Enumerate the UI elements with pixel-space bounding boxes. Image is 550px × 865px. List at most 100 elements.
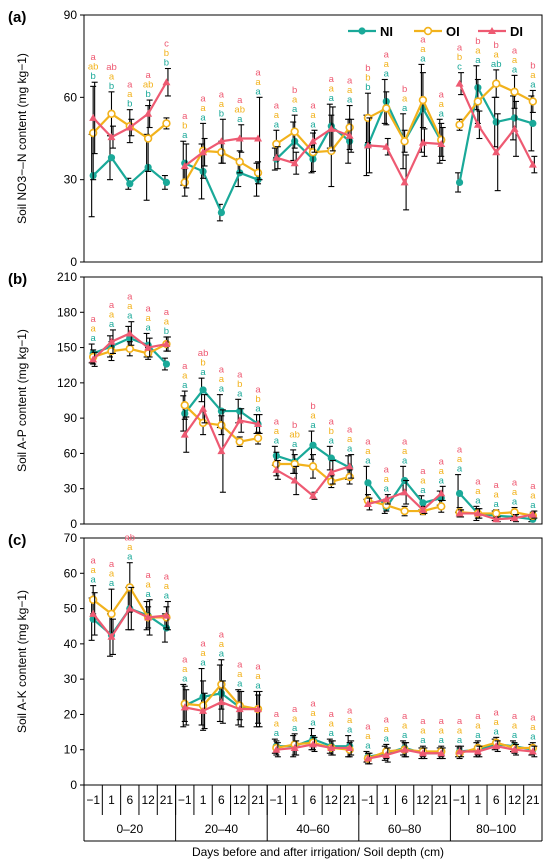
significance-letters: aaa <box>530 481 536 511</box>
legend-label-oi: OI <box>446 24 460 39</box>
sig-letter-oi: a <box>310 708 316 719</box>
sig-letter-di: b <box>530 60 535 71</box>
sig-letter-ni: a <box>274 119 280 130</box>
data-point-oi <box>382 500 391 510</box>
sig-letter-oi: a <box>310 110 316 121</box>
significance-letters: aaa <box>365 721 371 751</box>
sig-letter-oi: b <box>182 121 187 132</box>
sig-letter-ni: ab <box>491 59 502 70</box>
data-point-oi <box>88 595 98 604</box>
data-point-ni <box>162 178 171 187</box>
data-point-di <box>363 754 372 762</box>
data-point-ni <box>217 407 225 415</box>
sig-letter-ni: a <box>494 499 500 510</box>
sig-letter-di: a <box>182 361 188 372</box>
sig-letter-ni: a <box>494 726 500 737</box>
y-tick-label: 120 <box>57 376 77 390</box>
sig-letter-oi: a <box>329 84 335 95</box>
sig-letter-oi: a <box>145 313 151 324</box>
sig-letter-oi: a <box>439 466 445 477</box>
significance-letters: aba <box>182 111 188 141</box>
sig-letter-oi: a <box>219 374 225 385</box>
sig-letter-oi: a <box>347 715 353 726</box>
significance-letters: aaa <box>91 314 97 344</box>
sig-letter-oi: a <box>384 724 390 735</box>
data-point-ni <box>162 360 171 368</box>
sig-letter-ni: a <box>255 404 261 415</box>
sig-letter-ni: a <box>530 732 536 743</box>
sig-letter-oi: a <box>219 99 225 110</box>
y-tick-label: 40 <box>64 637 78 651</box>
significance-letters: aaa <box>439 89 445 119</box>
data-point-di <box>528 747 537 755</box>
sig-letter-oi: a <box>164 316 170 327</box>
data-point-ni <box>455 178 464 187</box>
data-point-di <box>235 134 244 142</box>
data-point-oi <box>107 109 116 119</box>
sig-letter-ni: a <box>237 679 243 690</box>
data-point-di <box>418 749 427 757</box>
sig-letter-ni: a <box>164 591 170 602</box>
sig-letter-di: a <box>439 89 445 100</box>
y-tick-label: 0 <box>70 255 77 269</box>
sig-letter-oi: a <box>127 542 133 553</box>
data-point-ni <box>364 479 372 487</box>
sig-letter-oi: a <box>530 491 536 502</box>
data-point-di <box>290 743 299 751</box>
data-point-oi <box>162 119 171 128</box>
data-point-di <box>455 509 464 517</box>
significance-letters: aaa <box>310 100 316 130</box>
sig-letter-di: a <box>329 416 335 427</box>
significance-letters: aaa <box>164 572 170 602</box>
sig-letter-ni: b <box>164 326 169 337</box>
data-point-di <box>309 740 317 748</box>
panel-c-available-k: 0 10 20 30 40 50 60 70 (c) Soil A-K content (mg k… <box>8 531 543 792</box>
legend-marker-ni <box>358 27 366 35</box>
sig-letter-di: a <box>475 711 481 722</box>
data-point-di <box>162 78 171 86</box>
y-tick-label: 60 <box>64 446 78 460</box>
data-point-oi <box>217 148 226 157</box>
sig-letter-ni: a <box>145 322 151 333</box>
sig-letter-oi: a <box>475 486 481 497</box>
sig-letter-ni: a <box>347 444 353 455</box>
sig-letter-di: a <box>420 716 426 727</box>
sig-letter-oi: b <box>200 358 205 369</box>
significance-letters: aba <box>255 385 261 415</box>
sig-letter-ni: a <box>109 578 115 589</box>
panel-a-nitrate: 0 30 60 90 (a) Soil NO3−–N content (mg kg−1) b… <box>8 8 543 269</box>
sig-letter-ni: a <box>420 485 426 496</box>
day-tick-label: 6 <box>126 793 133 807</box>
day-tick-label: 1 <box>200 793 207 807</box>
day-tick-label: 12 <box>233 793 247 807</box>
data-point-ni <box>126 180 134 188</box>
sig-letter-di: a <box>347 706 353 717</box>
data-point-di <box>400 745 409 753</box>
sig-letter-di: a <box>91 556 97 567</box>
sig-letter-oi: a <box>530 722 536 733</box>
y-tick-label: 70 <box>64 531 78 545</box>
day-tick-label: 1 <box>291 793 298 807</box>
sig-letter-ni: c <box>457 62 462 73</box>
sig-letter-di: a <box>237 660 243 671</box>
sig-letter-di: a <box>439 456 445 467</box>
data-point-di <box>327 743 336 751</box>
significance-letters: aaa <box>512 711 518 741</box>
data-point-di <box>528 160 537 168</box>
data-point-di <box>217 447 226 455</box>
day-tick-label: 6 <box>310 793 317 807</box>
data-point-di <box>125 123 134 131</box>
sig-letter-di: ab <box>106 62 117 73</box>
sig-letter-ni: a <box>310 420 316 431</box>
depth-label: 40–60 <box>296 822 330 836</box>
data-point-ni <box>309 441 317 449</box>
sig-letter-ni: a <box>384 484 390 495</box>
data-point-di <box>272 153 281 161</box>
sig-letter-oi: a <box>219 639 225 650</box>
data-point-ni <box>327 454 335 462</box>
sig-letter-oi: a <box>384 474 390 485</box>
